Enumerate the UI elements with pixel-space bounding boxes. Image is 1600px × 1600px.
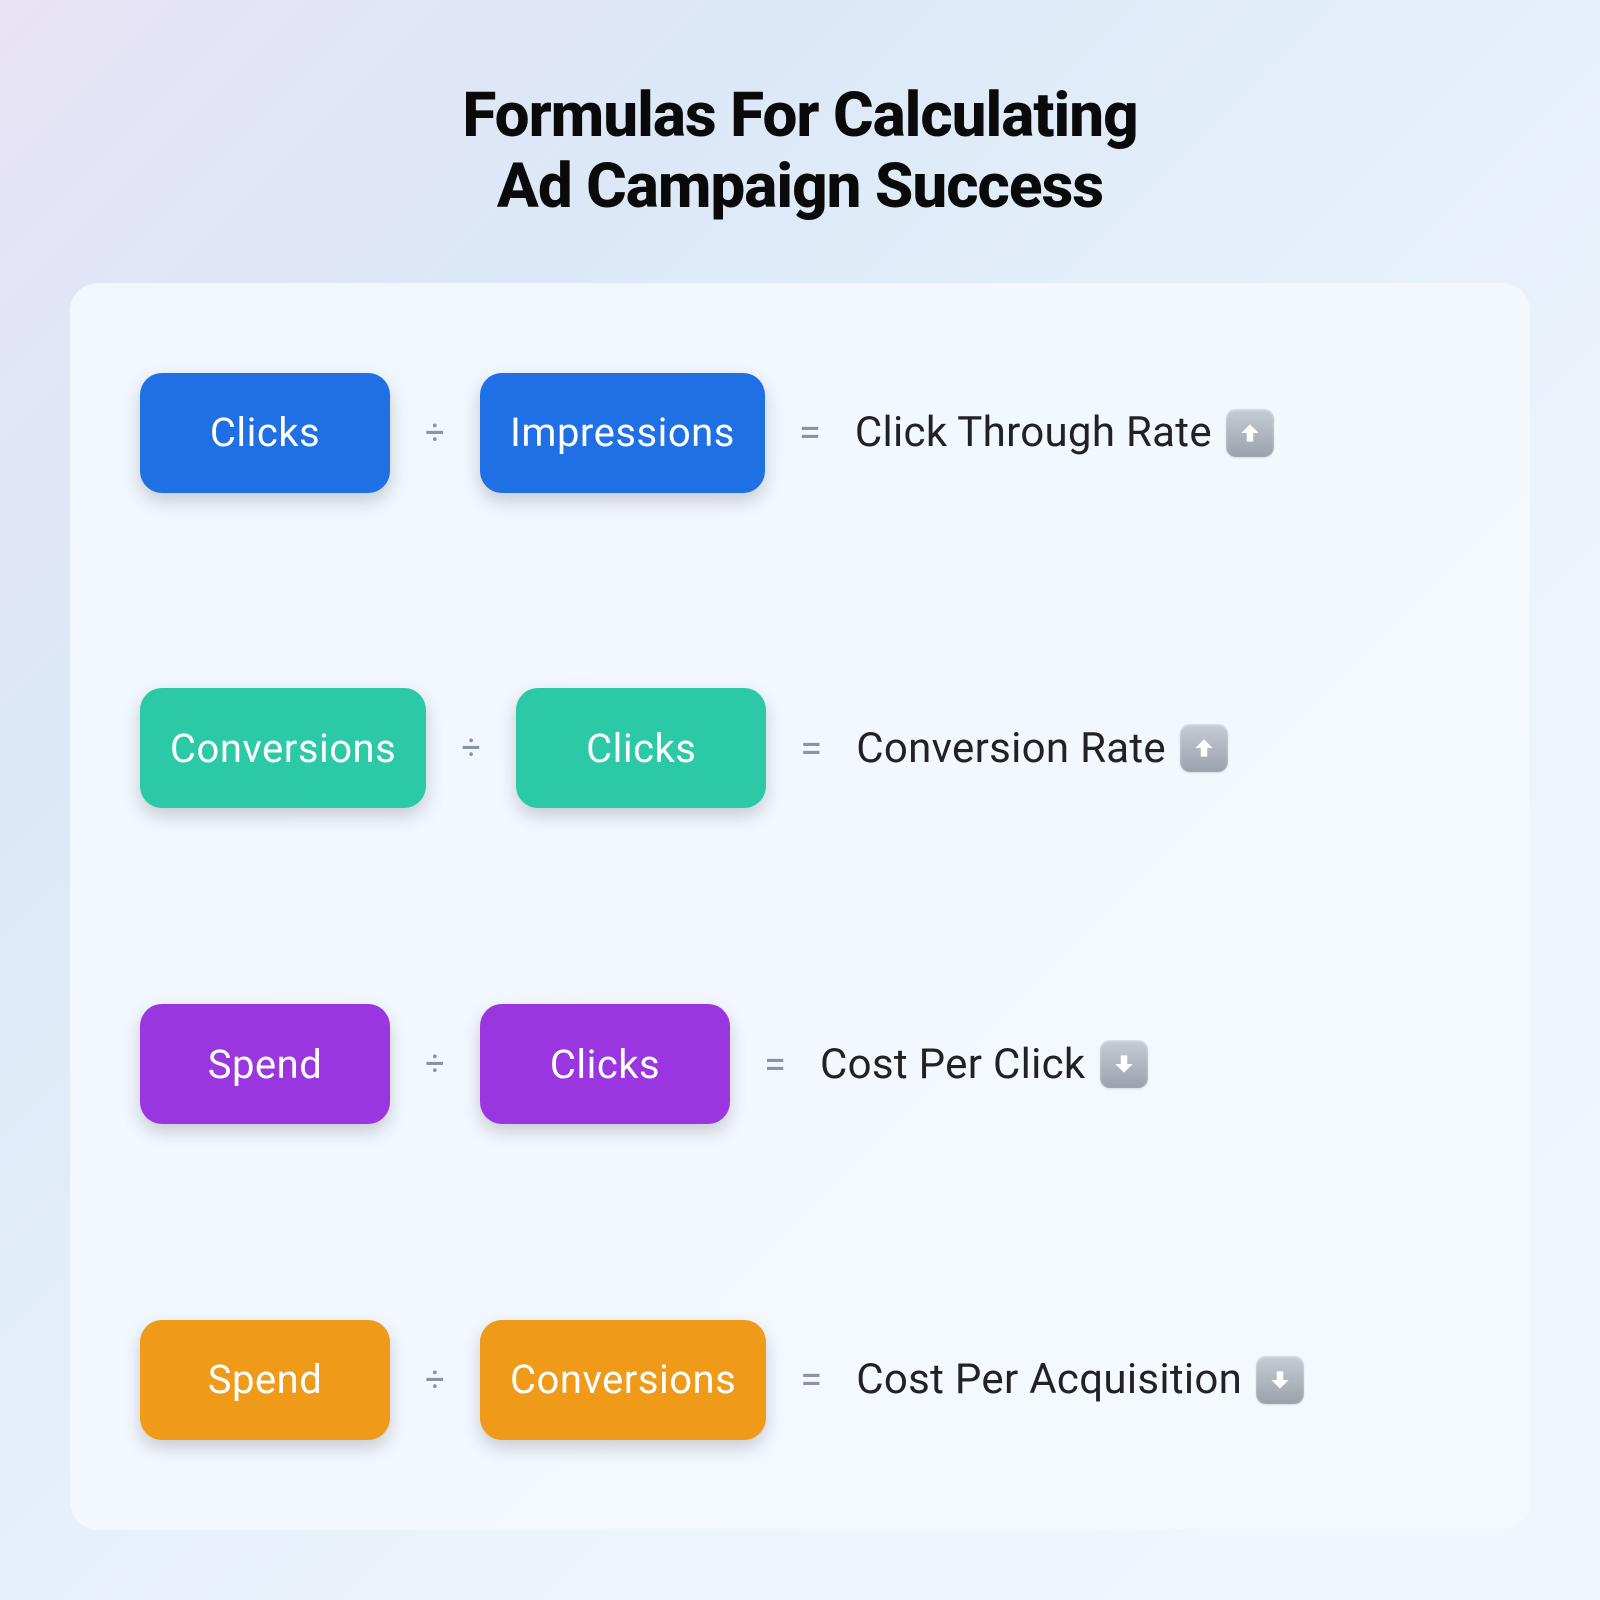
result-label: Cost Per Click xyxy=(820,1040,1086,1089)
operator-divide: ÷ xyxy=(390,413,480,453)
formula-row-cpa: Spend ÷ Conversions = Cost Per Acquisiti… xyxy=(140,1320,1460,1440)
pill-spend-2: Spend xyxy=(140,1320,390,1440)
arrow-up-icon xyxy=(1226,409,1274,457)
operator-divide: ÷ xyxy=(390,1360,480,1400)
result-ctr: Click Through Rate xyxy=(855,408,1274,457)
arrow-up-icon xyxy=(1180,724,1228,772)
formula-row-ctr: Clicks ÷ Impressions = Click Through Rat… xyxy=(140,373,1460,493)
page-title: Formulas For Calculating Ad Campaign Suc… xyxy=(70,80,1530,223)
title-line-2: Ad Campaign Success xyxy=(497,150,1103,223)
result-label: Cost Per Acquisition xyxy=(856,1355,1242,1404)
pill-clicks-2: Clicks xyxy=(516,688,766,808)
arrow-down-icon xyxy=(1256,1356,1304,1404)
result-cpa: Cost Per Acquisition xyxy=(856,1355,1304,1404)
operator-divide: ÷ xyxy=(390,1044,480,1084)
title-line-1: Formulas For Calculating xyxy=(462,79,1137,152)
operator-equals: = xyxy=(765,409,855,456)
result-label: Conversion Rate xyxy=(856,724,1166,773)
result-cvr: Conversion Rate xyxy=(856,724,1228,773)
pill-conversions-2: Conversions xyxy=(480,1320,766,1440)
pill-clicks: Clicks xyxy=(140,373,390,493)
operator-equals: = xyxy=(730,1041,820,1088)
operator-divide: ÷ xyxy=(426,728,516,768)
operator-equals: = xyxy=(766,1356,856,1403)
pill-clicks-3: Clicks xyxy=(480,1004,730,1124)
result-cpc: Cost Per Click xyxy=(820,1040,1148,1089)
formulas-card: Clicks ÷ Impressions = Click Through Rat… xyxy=(70,283,1530,1530)
pill-spend: Spend xyxy=(140,1004,390,1124)
arrow-down-icon xyxy=(1100,1040,1148,1088)
result-label: Click Through Rate xyxy=(855,408,1212,457)
formula-row-cvr: Conversions ÷ Clicks = Conversion Rate xyxy=(140,688,1460,808)
pill-impressions: Impressions xyxy=(480,373,765,493)
operator-equals: = xyxy=(766,725,856,772)
pill-conversions: Conversions xyxy=(140,688,426,808)
formula-row-cpc: Spend ÷ Clicks = Cost Per Click xyxy=(140,1004,1460,1124)
